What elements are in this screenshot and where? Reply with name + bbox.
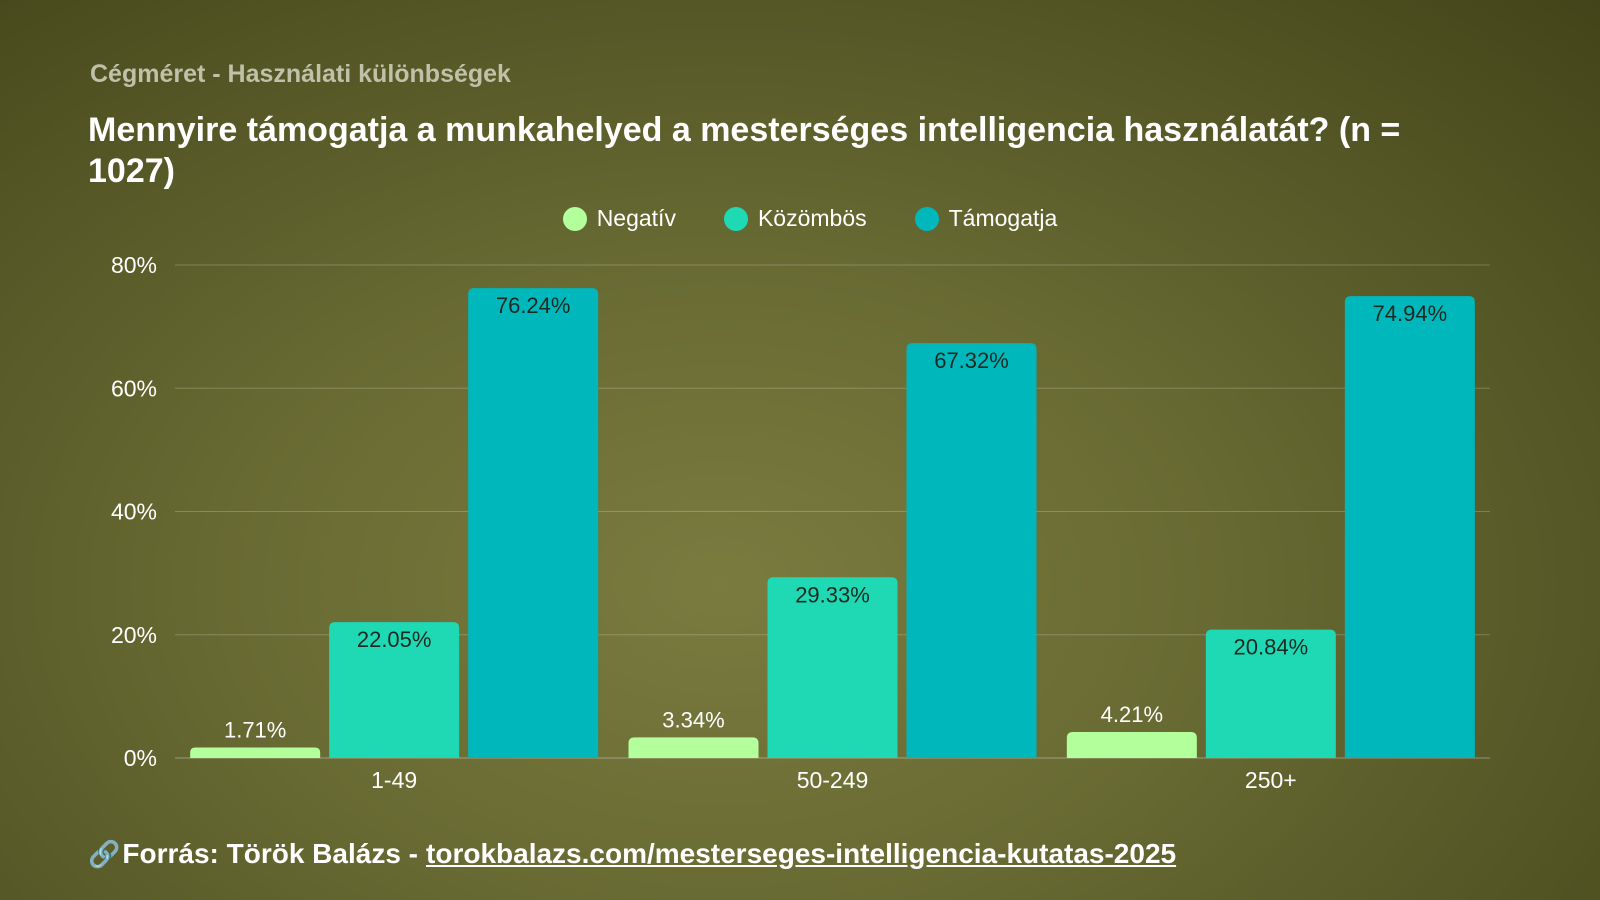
- legend-item-kozombos[interactable]: Közömbös: [723, 205, 867, 232]
- y-tick-label: 0%: [124, 745, 157, 771]
- bar: [468, 288, 599, 758]
- bar: [329, 622, 460, 758]
- data-label: 74.94%: [1373, 301, 1448, 326]
- legend-item-negativ[interactable]: Negatív: [562, 205, 676, 232]
- data-label: 67.32%: [934, 348, 1009, 373]
- data-label: 29.33%: [795, 582, 870, 607]
- x-tick-label: 250+: [1245, 767, 1297, 793]
- y-tick-label: 80%: [111, 252, 157, 278]
- legend-label-tamogatja: Támogatja: [948, 205, 1058, 231]
- source-line: 🔗 Forrás: Török Balázs - torokbalazs.com…: [88, 838, 1176, 870]
- legend-label-kozombos: Közömbös: [757, 205, 867, 231]
- x-tick-label: 1-49: [371, 767, 417, 793]
- data-label: 20.84%: [1234, 635, 1309, 660]
- bar: [1205, 629, 1336, 758]
- chart-title: Mennyire támogatja a munkahelyed a meste…: [88, 111, 1401, 190]
- source-prefix: Forrás: Török Balázs -: [122, 838, 419, 869]
- bar: [906, 343, 1037, 758]
- data-label: 4.21%: [1101, 702, 1163, 727]
- data-label: 3.34%: [662, 707, 724, 732]
- chart-subtitle: Cégméret - Használati különbségek: [90, 60, 511, 88]
- data-label: 76.24%: [496, 293, 571, 318]
- bar: [1066, 732, 1197, 758]
- legend-swatch-tamogatja: [914, 206, 939, 231]
- chart-legend: Negatív Közömbös Támogatja: [0, 205, 1600, 232]
- legend-item-tamogatja[interactable]: Támogatja: [914, 205, 1058, 232]
- source-link[interactable]: torokbalazs.com/mesterseges-intelligenci…: [426, 838, 1177, 869]
- legend-label-negativ: Negatív: [596, 205, 676, 231]
- link-icon: 🔗: [88, 838, 121, 869]
- bar: [190, 747, 321, 758]
- bar: [1344, 296, 1475, 758]
- data-label: 1.71%: [224, 717, 286, 742]
- legend-swatch-negativ: [562, 206, 587, 231]
- y-tick-label: 40%: [111, 499, 157, 525]
- data-label: 22.05%: [357, 627, 432, 652]
- bar: [767, 577, 898, 758]
- y-tick-label: 60%: [111, 375, 157, 401]
- x-tick-label: 50-249: [797, 767, 869, 793]
- bar: [628, 737, 759, 758]
- legend-swatch-kozombos: [723, 206, 748, 231]
- y-tick-label: 20%: [111, 622, 157, 648]
